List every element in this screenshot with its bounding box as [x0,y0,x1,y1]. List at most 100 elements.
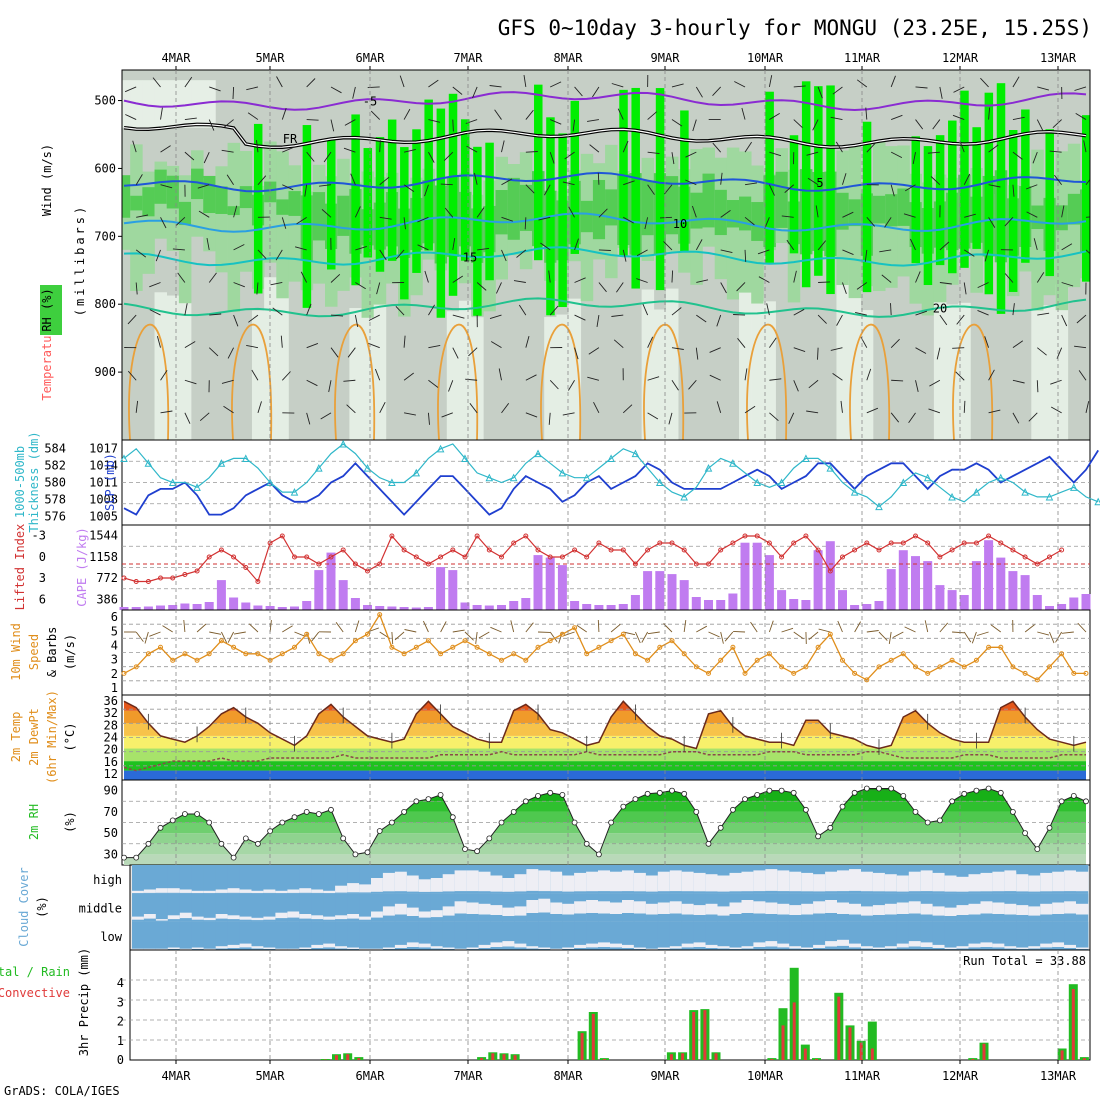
cloud-cell [693,893,706,904]
cloud-cover-fill [478,944,491,948]
li-point [425,561,431,567]
rh-mid-band [897,188,910,226]
cloud-cover-fill [347,947,360,949]
rh-color-band [124,843,1086,855]
wind-barb [598,282,607,293]
wind-barb [132,140,137,153]
cloud-cover-fill [502,878,515,892]
li-point [596,540,602,546]
cloud-cell [980,865,993,871]
rh-mid-band [1031,205,1044,230]
low-level-contour [540,323,582,440]
li-point [145,579,151,584]
cape-bar [971,561,981,610]
rh-mid-band [239,186,253,209]
precip-total-bar [320,1059,330,1060]
wind-barb [368,314,380,321]
precip-conv-bar [602,1059,606,1060]
millibars-label: (millibars) [73,204,87,316]
cloud-cell [155,865,169,888]
wind-speed-point [438,651,444,657]
li-point [706,561,711,567]
rh-point [596,851,602,858]
wind-barb [562,412,575,416]
cloud-cell [633,921,647,948]
wind-barb [884,217,892,228]
wind-barb [280,335,283,348]
wind-barb [403,184,415,192]
cloud-cell [347,865,360,882]
wind-barb [424,184,429,197]
thickness-point [485,473,494,482]
cloud-cover-fill [657,902,671,914]
cloud-cover-fill [562,875,575,892]
wind-barb [452,119,454,132]
wind-barb [160,184,173,189]
wind-barb [330,273,341,283]
contour-label: 20 [933,302,947,316]
li-point [377,561,383,567]
cloud-cell [1016,921,1029,948]
wind-speed-point [754,657,760,663]
cloud-cover-fill [406,942,420,947]
wind-barb [664,184,673,195]
wind-speed-point [925,670,931,676]
li-point [304,554,310,560]
wind-barb [206,238,210,250]
rh-mid-band [605,189,618,226]
cloud-cell [359,865,372,884]
cloud-cover-fill [574,901,587,914]
wind-barb [272,307,283,316]
rh-point [851,789,858,796]
credit: GrADS: COLA/IGES [4,1084,120,1098]
cloud-cover-fill [801,947,814,949]
cape-bar [1045,606,1054,610]
wind-barb [685,151,697,158]
wind-speed-point [803,664,809,670]
cloud-row-label: high [93,873,122,887]
wind-barb [428,119,441,123]
wind-barb [671,119,683,127]
cloud-cover-fill [669,946,683,949]
wind-barb [915,380,919,393]
wind-barb [784,184,795,193]
contour-label: 15 [463,251,477,265]
wind-barb [473,172,478,185]
cloud-cell [418,865,432,878]
cloud-cover-fill [825,900,838,913]
cape-bar [825,541,835,610]
cloud-cell [837,921,850,939]
rh-saturated-band [387,119,397,261]
cape-bar [691,597,701,610]
wind-barb [955,371,965,381]
wind-barb [596,315,600,327]
wind-barb [452,314,465,319]
rh-saturated-band [911,136,921,264]
wind-barb [766,303,770,316]
cloud-cell [1004,921,1017,946]
wind-barb [1074,86,1087,91]
cloud-cover-fill [406,875,420,892]
cape-bar [350,598,360,610]
cloud-cover-fill [633,947,647,949]
precip-conv-bar [803,1048,807,1060]
wind-barb [1054,174,1063,186]
rh2m-label: 2m RH [27,804,41,840]
bottom-date-label: 6MAR [356,1069,386,1083]
cloud-cell [550,865,563,870]
wind-speed-point [1010,664,1016,670]
rh-dry-patch [763,301,776,440]
precip-conv-bar [859,1042,863,1060]
cape-bar [472,605,482,610]
top-date-label: 13MAR [1040,51,1077,65]
cloud-cell [299,921,312,948]
wind-barb [574,314,586,321]
thickness-point [1045,492,1054,501]
wind-barb [257,249,267,260]
wind-barb [224,119,234,128]
cloud-cell [789,893,802,904]
wind-speed-point [413,644,419,650]
rh-point [522,798,529,805]
